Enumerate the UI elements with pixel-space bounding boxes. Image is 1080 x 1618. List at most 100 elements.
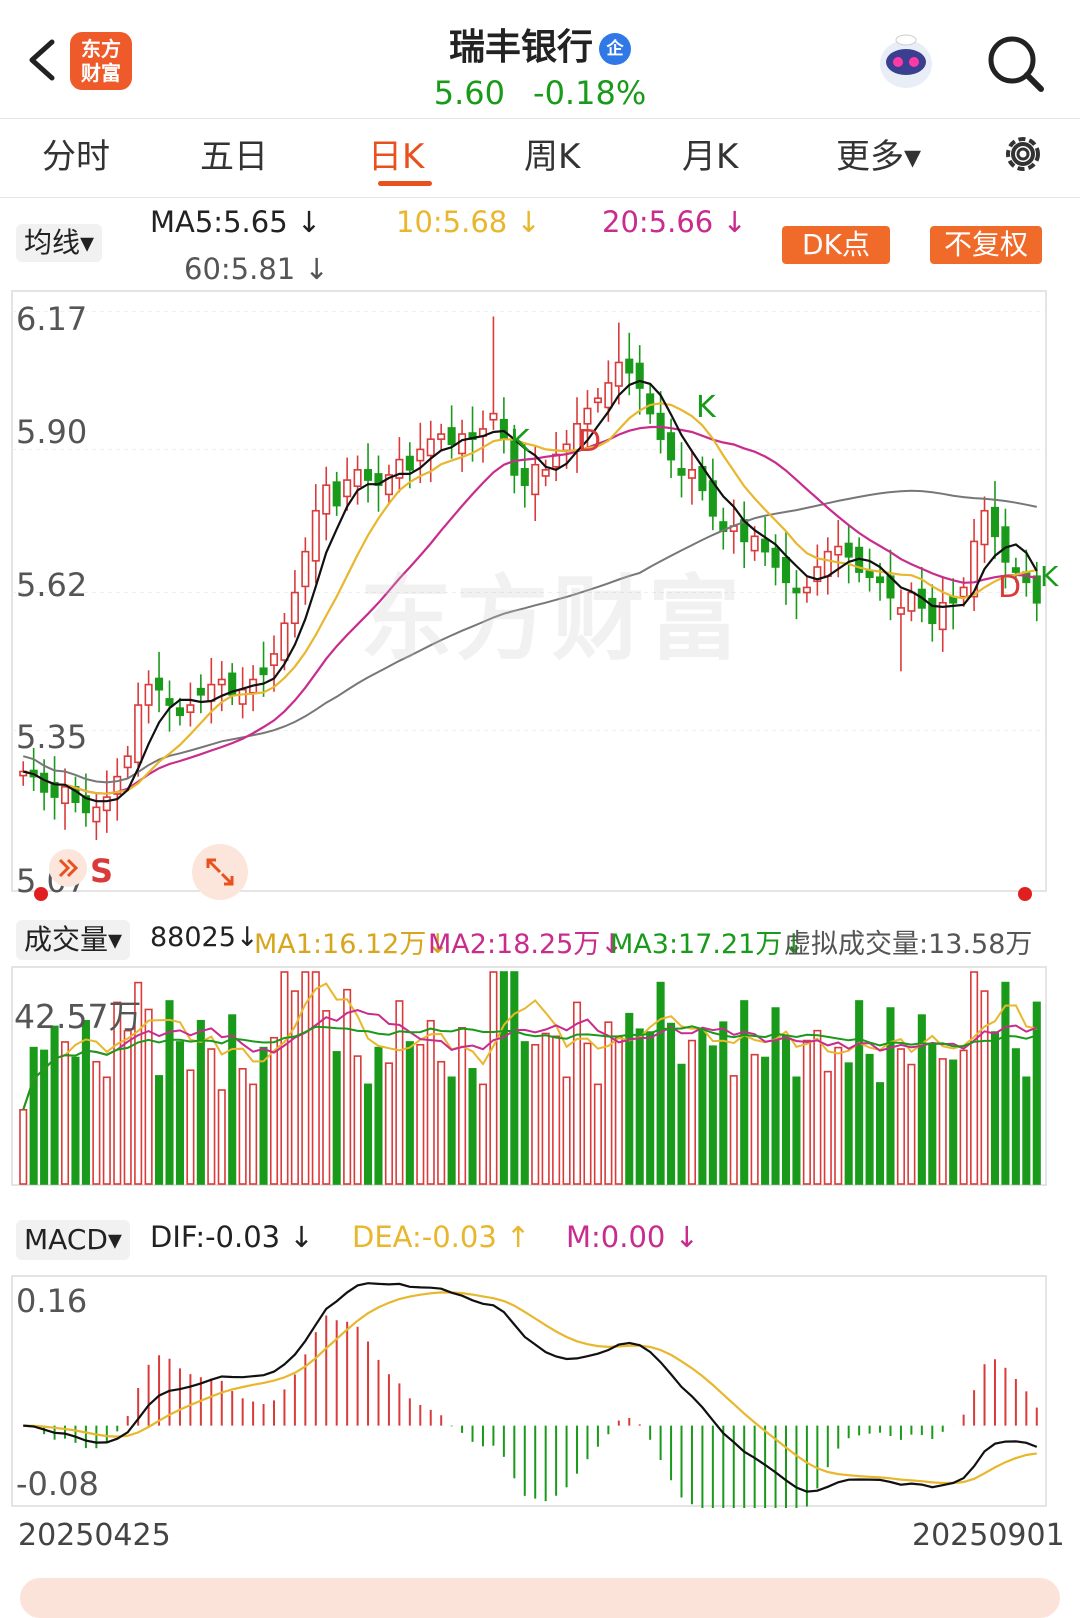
candle-body xyxy=(437,433,446,440)
volume-bar xyxy=(761,1056,770,1185)
candle-body xyxy=(813,566,822,583)
volume-bar xyxy=(207,1048,216,1185)
volume-bar xyxy=(249,1083,258,1185)
candle-body xyxy=(1001,526,1010,563)
dk-point-button[interactable]: DK点 xyxy=(782,226,890,264)
candle-body xyxy=(834,545,843,556)
ma-selector[interactable]: 均线▾ xyxy=(16,224,103,262)
ma10-value: 10:5.68 ↓ xyxy=(396,205,541,239)
date-end: 20250901 xyxy=(912,1518,1065,1553)
candle-body xyxy=(750,535,759,552)
volume-bar xyxy=(29,1046,38,1185)
macd-chart[interactable] xyxy=(0,1264,1080,1508)
tab-weekly-k[interactable]: 周K xyxy=(524,137,581,177)
volume-ma1-line xyxy=(22,982,1038,1111)
volume-bar xyxy=(970,971,979,1185)
volume-bar xyxy=(155,1075,164,1185)
volume-bar xyxy=(844,1062,853,1185)
candle-body xyxy=(593,397,602,404)
volume-bar xyxy=(667,1022,676,1185)
marker-k-1: K xyxy=(510,424,530,459)
top-header: 东方 财富 瑞丰银行企 5.60 -0.18% xyxy=(0,0,1080,118)
volume-bar xyxy=(405,1041,414,1185)
volume-bar xyxy=(949,1059,958,1185)
marker-d-1: D xyxy=(578,424,602,459)
volume-ma2-arrow: ↓ xyxy=(600,929,623,960)
volume-bar xyxy=(572,1001,582,1185)
price-line: 5.60 -0.18% xyxy=(0,74,1080,112)
ma60-text: 60:5.81 xyxy=(184,252,296,286)
price-axis-label-4: 5.35 xyxy=(16,718,88,756)
volume-bar xyxy=(990,1031,1000,1185)
tab-monthly-k[interactable]: 月K xyxy=(682,137,739,177)
candle-body xyxy=(896,607,905,615)
gear-icon[interactable] xyxy=(998,129,1048,179)
stock-title[interactable]: 瑞丰银行企 xyxy=(0,18,1080,70)
volume-ma3-text: MA3:17.21万 xyxy=(610,929,783,960)
logo-line2: 财富 xyxy=(81,61,121,85)
volume-selector[interactable]: 成交量▾ xyxy=(16,920,131,960)
volume-bar xyxy=(687,1039,696,1185)
tab-five-day[interactable]: 五日 xyxy=(200,137,268,177)
candle-body xyxy=(123,755,132,769)
volume-bar xyxy=(583,1042,592,1185)
kline-chart[interactable] xyxy=(0,290,1080,896)
price-axis-label-3: 5.62 xyxy=(16,566,88,604)
ma20-value: 20:5.66 ↓ xyxy=(602,205,747,239)
tab-intraday[interactable]: 分时 xyxy=(42,137,110,177)
volume-bar xyxy=(426,1019,435,1185)
candle-body xyxy=(290,591,299,625)
double-chevron-icon[interactable] xyxy=(48,848,88,888)
candle-body xyxy=(311,509,320,562)
back-arrow-icon[interactable] xyxy=(22,38,66,82)
volume-bar xyxy=(635,1028,644,1185)
volume-bar xyxy=(823,1070,832,1185)
volume-bar xyxy=(792,1076,801,1185)
tab-more[interactable]: 更多▾ xyxy=(836,137,922,177)
candle-body xyxy=(343,479,352,498)
volume-bar xyxy=(134,981,143,1185)
no-adjust-button[interactable]: 不复权 xyxy=(930,226,1042,264)
ma10-line xyxy=(22,402,1038,795)
candle-body xyxy=(771,547,780,568)
volume-bar xyxy=(175,1041,184,1185)
candle-body xyxy=(102,796,111,812)
volume-bar xyxy=(228,1014,237,1185)
ma60-value: 60:5.81 ↓ xyxy=(184,252,329,286)
candle-body xyxy=(384,474,393,496)
expand-icon[interactable] xyxy=(190,842,250,902)
app-logo[interactable]: 东方 财富 xyxy=(70,32,132,90)
volume-bar xyxy=(364,1083,373,1185)
red-dot-right xyxy=(1018,887,1032,901)
volume-ma2-line xyxy=(22,1009,1038,1111)
bottom-banner[interactable] xyxy=(20,1578,1060,1618)
macd-selector[interactable]: MACD▾ xyxy=(16,1220,130,1260)
volume-bar xyxy=(468,1068,477,1185)
tab-daily-k[interactable]: 日K xyxy=(368,137,425,177)
robot-assistant-icon[interactable] xyxy=(874,30,938,94)
candle-body xyxy=(322,484,331,515)
macd-m: M:0.00 ↓ xyxy=(566,1220,699,1254)
marker-k-3: K xyxy=(1040,560,1059,593)
candle-body xyxy=(520,468,529,486)
search-icon[interactable] xyxy=(986,34,1046,94)
volume-ma1: MA1:16.12万↓ xyxy=(254,922,449,961)
volume-bar xyxy=(113,1001,122,1185)
volume-bar xyxy=(876,1082,885,1185)
volume-bar xyxy=(259,1046,268,1185)
candle-body xyxy=(40,772,49,793)
volume-bar xyxy=(196,1019,205,1185)
volume-bar xyxy=(40,1049,49,1185)
candle-body xyxy=(60,786,70,805)
candle-body xyxy=(541,469,550,477)
current-price: 5.60 xyxy=(433,74,506,112)
candle-body xyxy=(667,432,676,461)
volume-bar xyxy=(541,1032,550,1185)
volume-chart[interactable] xyxy=(0,966,1080,1212)
ma60-arrow: ↓ xyxy=(304,252,329,286)
candle-body xyxy=(980,509,989,546)
volume-bar xyxy=(437,1060,446,1185)
candle-body xyxy=(865,570,874,579)
volume-bar xyxy=(447,1076,456,1185)
volume-bar xyxy=(238,1068,247,1185)
